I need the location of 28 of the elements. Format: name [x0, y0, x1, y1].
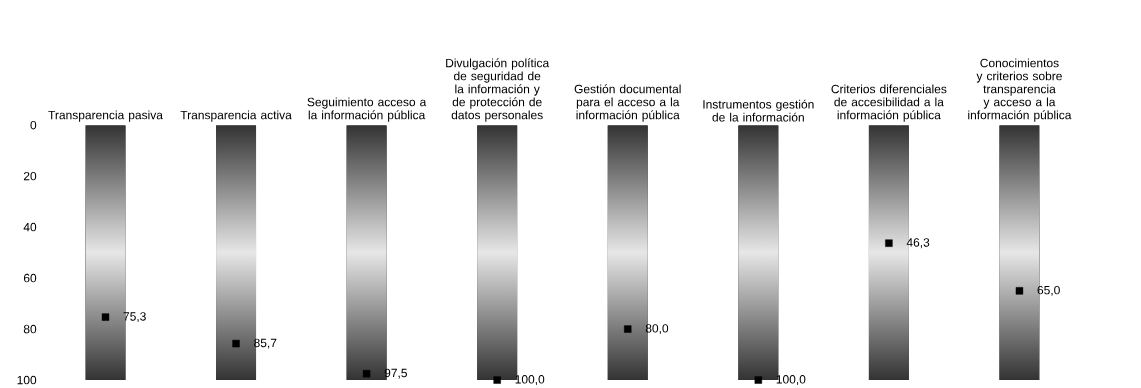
- data-label: 80,0: [645, 323, 669, 334]
- point: [232, 339, 240, 348]
- y-tick-label: 60: [23, 273, 37, 283]
- data-label: 46,3: [906, 238, 930, 248]
- y-tick-label: 100: [17, 375, 37, 385]
- data-label: 65,0: [1037, 285, 1060, 296]
- data-label: 100,0: [776, 374, 806, 385]
- y-tick-label: 80: [23, 324, 37, 334]
- y-tick-label: 40: [23, 222, 37, 232]
- x-tick-label: Gestión documental para el acceso a la información pública: [574, 84, 681, 122]
- point: [362, 369, 371, 378]
- point: [493, 376, 501, 384]
- y-tick-label: 20: [23, 171, 37, 181]
- data-label: 100,0: [515, 374, 545, 385]
- x-tick-label: Instrumentos gestión de la información: [703, 99, 814, 122]
- x-tick-label: Conocimientos y criterios sobre transparencia y acceso a la información pública: [968, 58, 1072, 122]
- x-tick-label: Transparencia pasiva: [48, 110, 163, 122]
- data-label: 75,3: [123, 311, 146, 322]
- x-tick-label: Divulgación política de seguridad de la información y de protección de datos personales: [446, 58, 550, 122]
- x-tick-label: Criterios diferenciales de accesibilidad a la información pública: [831, 84, 947, 122]
- x-tick-label: Transparencia activa: [180, 110, 292, 122]
- point: [1015, 286, 1024, 295]
- y-tick-label: 0: [30, 120, 37, 130]
- x-tick-label: Seguimiento acceso a la información pública: [307, 97, 427, 122]
- point: [101, 313, 110, 321]
- point: [754, 376, 763, 384]
- point: [885, 239, 893, 247]
- point: [624, 325, 632, 333]
